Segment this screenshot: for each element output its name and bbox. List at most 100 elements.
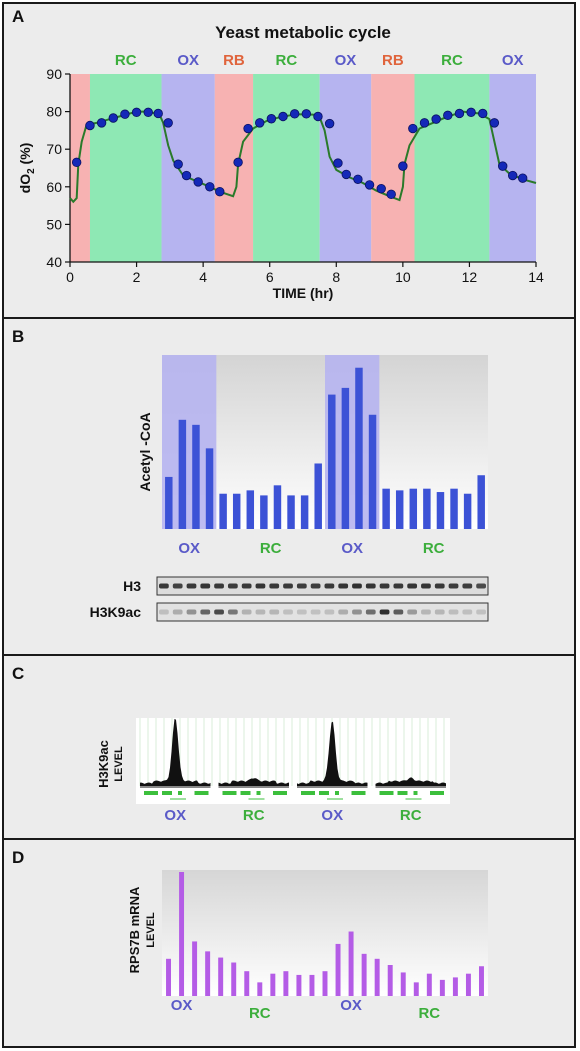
rps7b-bar	[166, 958, 171, 996]
panel-b: B Acetyl -CoA OX RC OX RC H3 H3K9ac	[2, 317, 576, 656]
blot-label: H3K9ac	[90, 604, 142, 620]
acetyl-coa-bar	[355, 367, 363, 529]
phase-label-rc: RC	[423, 540, 445, 557]
blot-band	[296, 583, 307, 589]
sample-point	[517, 173, 528, 183]
blot-band	[365, 609, 376, 615]
blot-band	[476, 583, 486, 589]
panel-letter: D	[12, 848, 24, 867]
rps7b-bar	[296, 974, 302, 996]
rps7b-bar	[205, 951, 211, 996]
panel-letter: A	[12, 7, 24, 26]
panel-letter: B	[12, 327, 24, 346]
phase-label-ox: OX	[171, 997, 193, 1014]
sample-point	[131, 107, 142, 118]
sample-point	[153, 108, 163, 119]
x-tick-label: 4	[199, 269, 207, 285]
rps7b-bar	[283, 971, 289, 996]
acetyl-coa-bar	[382, 488, 390, 529]
rps7b-bar	[270, 973, 276, 996]
x-tick-label: 6	[266, 269, 274, 285]
sample-point	[353, 174, 363, 184]
gene-model	[144, 791, 158, 795]
blot-band	[352, 583, 362, 589]
panel-letter: C	[12, 664, 24, 683]
sample-point	[443, 110, 453, 121]
acetyl-coa-bar	[423, 488, 431, 529]
h3k9ac-signal	[297, 721, 368, 786]
phase-band-rc	[253, 74, 320, 262]
blot-band	[434, 583, 445, 589]
gene-model	[162, 791, 172, 795]
sample-point	[364, 180, 375, 190]
rps7b-bar	[218, 957, 224, 996]
panel-d: D RPS7B mRNA LEVEL OX RC OX RC	[2, 838, 576, 1048]
phase-label-rc: RC	[115, 52, 137, 69]
x-tick-label: 2	[133, 269, 141, 285]
acetyl-coa-bar	[300, 495, 309, 529]
y-axis-label: Acetyl -CoA	[137, 412, 153, 491]
rps7b-bar	[426, 973, 432, 996]
blot-band	[338, 609, 349, 615]
phase-band-rc	[414, 74, 490, 262]
sample-point	[376, 183, 386, 194]
phase-label-rc: RC	[249, 1005, 271, 1022]
rps7b-bar	[479, 966, 484, 996]
gene-model	[335, 791, 339, 795]
blot-band	[324, 583, 335, 589]
phase-band-ox	[489, 74, 536, 262]
phase-label-rc: RC	[276, 52, 298, 69]
acetyl-coa-bar	[328, 394, 336, 529]
sample-point	[324, 118, 335, 129]
gene-model	[319, 791, 329, 795]
sample-point	[419, 118, 430, 128]
phase-label-ox: OX	[178, 540, 200, 557]
y-axis-label: dO2 (%)	[17, 143, 37, 194]
blot-band	[338, 583, 349, 589]
sample-point	[478, 108, 488, 119]
blot-band	[186, 609, 197, 615]
blot-band	[421, 609, 431, 615]
blot-band	[227, 583, 238, 589]
acetyl-coa-bar	[246, 490, 255, 529]
sample-point	[233, 157, 243, 168]
rps7b-bar	[257, 982, 263, 996]
rps7b-bar	[465, 973, 471, 996]
rps7b-bar	[309, 974, 315, 996]
x-tick-label: 8	[332, 269, 340, 285]
rps7b-bar	[413, 982, 419, 996]
blot-band	[172, 609, 183, 615]
sample-point	[313, 111, 323, 122]
phase-label-rc: RC	[418, 1005, 440, 1022]
sample-point	[431, 114, 441, 124]
blot-band	[214, 583, 224, 589]
y-axis-label-level: LEVEL	[145, 912, 157, 948]
x-tick-label: 0	[66, 269, 74, 285]
gene-model	[222, 791, 237, 795]
h3k9ac-signal	[140, 718, 211, 786]
panel-c: C OX RC OX RC H3K9ac LEVEL	[2, 654, 576, 840]
blot-band	[393, 583, 404, 589]
sample-point	[96, 118, 107, 128]
y-axis-label-level: LEVEL	[113, 746, 125, 782]
gene-model	[194, 791, 209, 795]
blot-band	[159, 583, 169, 589]
gene-model	[379, 791, 394, 795]
sample-point	[498, 161, 508, 171]
sample-point	[163, 118, 173, 128]
rps7b-bar	[400, 972, 406, 996]
acetyl-coa-bar	[165, 476, 173, 529]
y-tick-label: 40	[46, 254, 62, 270]
acetyl-coa-bar	[409, 488, 418, 529]
gene-model	[430, 791, 444, 795]
sample-point	[243, 123, 253, 134]
blot-band	[379, 609, 390, 615]
panel-a: A Yeast metabolic cycle RC OX RB RC OX RB RC OX 40…	[2, 2, 576, 319]
h3k9ac-signal	[218, 778, 289, 786]
phase-label-ox: OX	[340, 997, 362, 1014]
blot-band	[283, 583, 293, 589]
acetyl-coa-bar	[287, 495, 295, 529]
blot-band	[324, 609, 335, 615]
rps7b-bar	[192, 941, 198, 996]
